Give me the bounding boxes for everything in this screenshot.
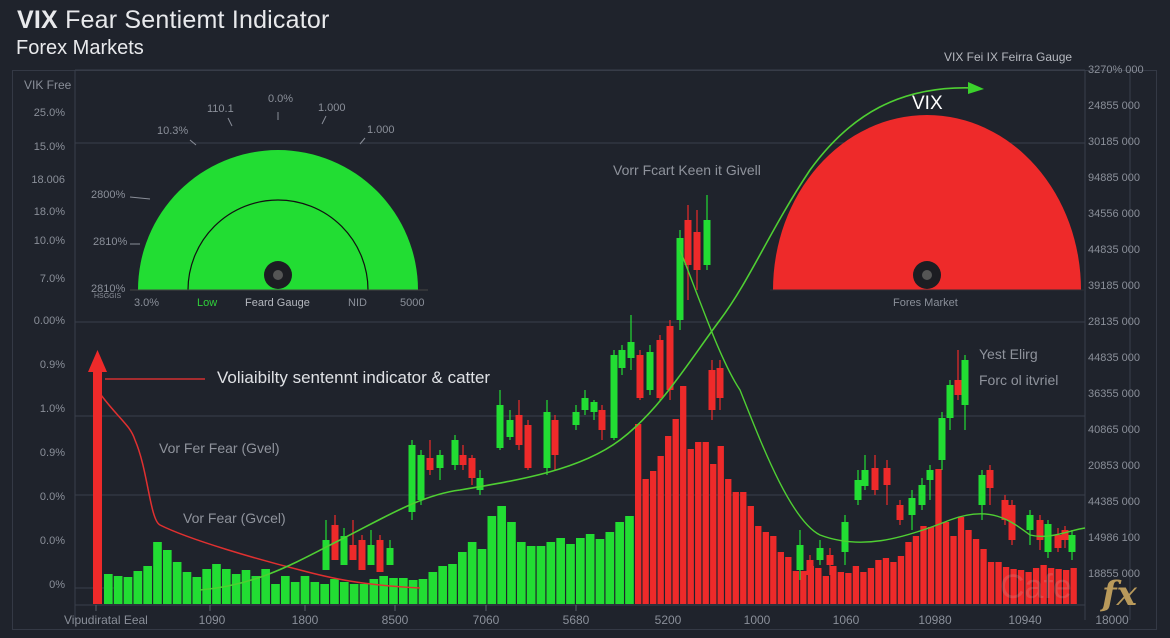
- gauge-name-label: Feard Gauge: [245, 297, 310, 309]
- x-axis-tick: 1060: [832, 613, 860, 627]
- vix-secondary-line: [679, 249, 1086, 543]
- right-axis-tick: 39185 000: [1088, 280, 1140, 292]
- right-axis-tick: 28135 000: [1088, 316, 1140, 328]
- right-axis-tick: 44385 000: [1088, 496, 1140, 508]
- gauge-side-label: 2810%: [91, 283, 126, 295]
- vix-trend-line: [199, 87, 976, 591]
- left-axis-tick: 0.9%: [39, 359, 65, 371]
- left-axis-tick: 18.0%: [33, 206, 65, 218]
- candlesticks: [322, 195, 1076, 580]
- right-axis-tick: 94885 000: [1088, 172, 1140, 184]
- page-title: VIX Fear Sentiemt Indicator: [17, 6, 330, 35]
- gauge-low-label: Low: [197, 297, 218, 309]
- gauge-tick-label: 110.1: [207, 103, 234, 115]
- gridlines: [74, 69, 1131, 620]
- left-axis-tick: 25.0%: [33, 107, 65, 119]
- left-gauge: [129, 112, 428, 291]
- gauge-small-label: HSGGIS: [94, 293, 122, 300]
- gauge-tick-label: 1.000: [318, 102, 346, 114]
- fear-decay-line: [100, 394, 421, 589]
- right-axis-tick: 14986 100: [1088, 532, 1140, 544]
- gauge-side-label: 2800%: [91, 189, 126, 201]
- gauge-tick-label: 10.3%: [157, 125, 189, 137]
- trend-arrowhead: [968, 82, 984, 94]
- right-axis-tick: 24855 000: [1088, 100, 1140, 112]
- left-axis-title: VIK Free: [24, 78, 72, 92]
- x-axis-tick: 5200: [654, 613, 682, 627]
- fear-level-label-1: Vor Fer Fear (Gvel): [159, 440, 280, 456]
- left-axis-tick: 18.006: [31, 174, 65, 186]
- left-axis-tick: 10.0%: [33, 235, 65, 247]
- title-rest: Fear Sentiemt Indicator: [65, 6, 330, 34]
- gauge-bottom-label: 5000: [400, 297, 425, 309]
- gauge-tick-label: 0.0%: [268, 93, 294, 105]
- title-prefix: VIX: [17, 6, 58, 34]
- x-axis-tick: 8500: [381, 613, 409, 627]
- peak-label: Vorr Fcart Keen it Givell: [613, 162, 761, 178]
- right-axis-tick: 20853 000: [1088, 460, 1140, 472]
- left-axis-tick: 0%: [49, 579, 65, 591]
- left-axis-tick: 1.0%: [39, 403, 65, 415]
- right-axis-tick: 40865 000: [1088, 424, 1140, 436]
- page-subtitle: Forex Markets: [16, 37, 144, 59]
- gauge-side-label: 2810%: [93, 236, 128, 248]
- left-axis-tick: 7.0%: [39, 273, 65, 285]
- x-axis-tick: 10940: [1008, 613, 1042, 627]
- x-axis-title: Vipudiratal Eeal: [64, 613, 148, 627]
- right-axis-tick: 3270% 000: [1088, 64, 1144, 76]
- fear-level-label-2: Vor Fear (Gvcel): [183, 510, 286, 526]
- left-axis-tick: 0.00%: [33, 315, 65, 327]
- right-axis-tick: 34556 000: [1088, 208, 1140, 220]
- left-axis-tick: 0.0%: [39, 491, 65, 503]
- right-label-2: Forc ol itvriel: [979, 372, 1059, 388]
- x-axis-tick: 1090: [198, 613, 226, 627]
- fx-logo-icon: fx: [1102, 574, 1137, 614]
- right-gauge: [770, 115, 1085, 291]
- right-axis-tick: 36355 000: [1088, 388, 1140, 400]
- right-axis-tick: 18855 000: [1088, 568, 1140, 580]
- left-axis-tick: 15.0%: [33, 141, 65, 153]
- left-axis-tick: 0.0%: [39, 535, 65, 547]
- gauge-bottom-label: NID: [348, 297, 367, 309]
- x-axis-tick: 18000: [1095, 613, 1129, 627]
- x-axis-tick: 7060: [472, 613, 500, 627]
- watermark-text: Cafe: [1000, 568, 1072, 606]
- right-axis-tick: 30185 000: [1088, 136, 1140, 148]
- main-chart-label: Voliaibilty sentennt indicator & catter: [217, 368, 491, 387]
- right-gauge-bottom-label: Fores Market: [893, 297, 958, 309]
- x-axis-tick: 1000: [743, 613, 771, 627]
- volume-bars: [104, 386, 1077, 604]
- gauge-tick-label: 1.000: [367, 124, 395, 136]
- right-axis-tick: 44835 000: [1088, 352, 1140, 364]
- x-axis-tick: 10980: [918, 613, 952, 627]
- right-axis-tick: 44835 000: [1088, 244, 1140, 256]
- x-axis-tick: 5680: [562, 613, 590, 627]
- fear-arrow: [88, 350, 205, 604]
- vix-gauge-label: VIX: [912, 93, 943, 114]
- right-gauge-title: VIX Fei IX Feirra Gauge: [944, 50, 1073, 64]
- left-axis-tick: 0.9%: [39, 447, 65, 459]
- gauge-bottom-label: 3.0%: [134, 297, 160, 309]
- x-axis-tick: 1800: [291, 613, 319, 627]
- right-label-1: Yest Elirg: [979, 346, 1038, 362]
